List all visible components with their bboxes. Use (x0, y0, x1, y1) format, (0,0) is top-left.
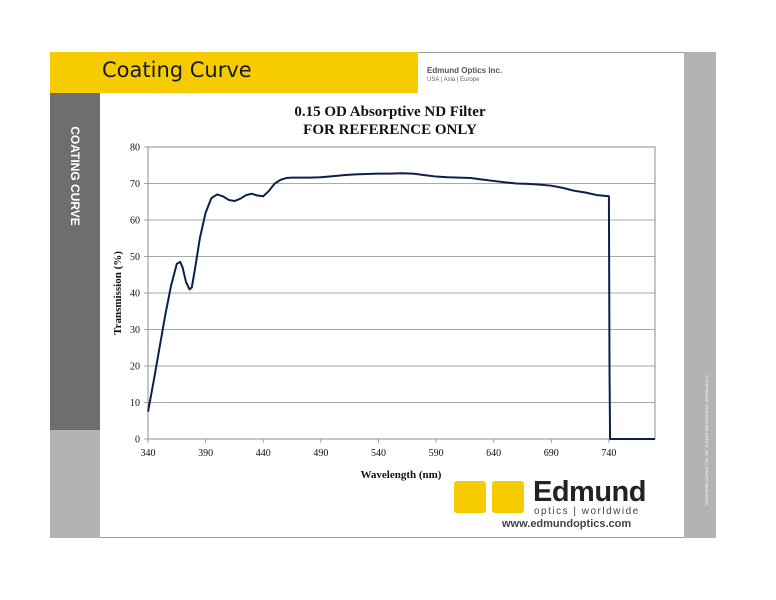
series-line (147, 172, 655, 440)
x-tick-label: 490 (313, 448, 328, 459)
y-tick-label: 60 (130, 216, 140, 227)
x-tick-label: 390 (198, 448, 213, 459)
chart-subtitle: FOR REFERENCE ONLY (303, 122, 477, 138)
y-tick-label: 10 (130, 398, 140, 409)
x-tick-label: 740 (601, 448, 616, 459)
brand-name: Edmund Optics Inc. (427, 66, 503, 75)
y-tick-label: 20 (130, 362, 140, 373)
brand-regions: USA | Asia | Europe (427, 77, 480, 83)
logo-tagline: optics | worldwide (534, 506, 640, 517)
header-bar (50, 52, 418, 93)
x-tick-label: 590 (429, 448, 444, 459)
y-tick-label: 50 (130, 252, 140, 263)
page-title: Coating Curve (102, 58, 252, 82)
y-tick-label: 40 (130, 289, 140, 300)
x-tick-label: 440 (256, 448, 271, 459)
y-tick-label: 0 (135, 435, 140, 446)
x-axis-label: Wavelength (nm) (361, 469, 442, 481)
y-tick-label: 70 (130, 179, 140, 190)
sidebar-dark-panel (50, 93, 100, 430)
y-tick-label: 80 (130, 143, 140, 154)
x-tick-label: 540 (371, 448, 386, 459)
chart-title: 0.15 OD Absorptive ND Filter (294, 104, 486, 120)
x-tick-label: 640 (486, 448, 501, 459)
y-tick-label: 30 (130, 325, 140, 336)
chart-frame (50, 52, 716, 538)
right-strip (684, 52, 716, 538)
logo-mark-right (492, 481, 524, 513)
website-link[interactable]: www.edmundoptics.com (502, 518, 632, 530)
sidebar-light-panel (50, 430, 100, 538)
x-tick-label: 340 (141, 448, 156, 459)
y-axis-label: Transmission (%) (112, 251, 124, 335)
logo-wordmark: Edmund (533, 476, 647, 508)
logo-mark-left (454, 481, 486, 513)
x-tick-label: 690 (544, 448, 559, 459)
